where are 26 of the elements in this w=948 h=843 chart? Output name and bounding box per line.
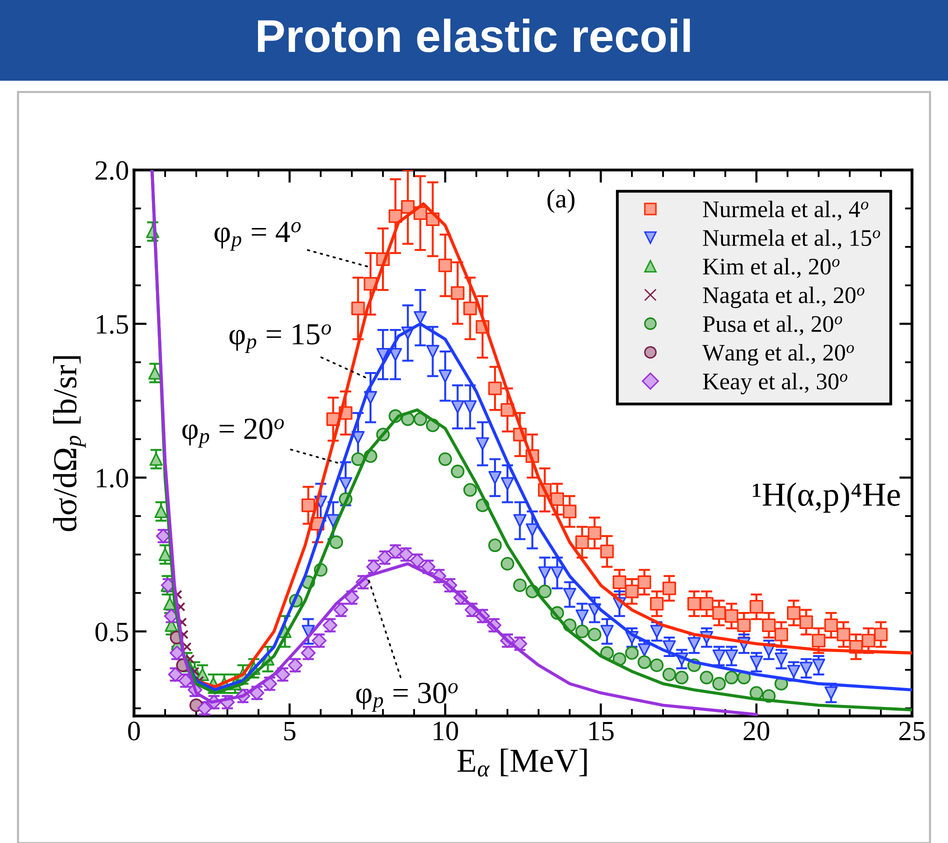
y-tick-label: 0.5 [95, 622, 128, 642]
legend-label: Wang et al., 20$^{o}$ [702, 344, 854, 366]
annotation: φ$_{p}$ = 20$^{o}$ [182, 418, 284, 448]
legend-label: Nurmela et al., 15$^{o}$ [703, 229, 880, 250]
legend-label: Keay et al., 30$^{o}$ [703, 372, 848, 394]
legend-label: Pusa et al., 20$^{o}$ [703, 315, 842, 336]
annotation: φ$_{p}$ = 15$^{o}$ [229, 324, 331, 354]
x-tick-label: 15 [589, 722, 614, 740]
chart-title: Proton elastic recoil [258, 18, 690, 52]
x-tick-label: 10 [434, 722, 458, 740]
legend-label: Nurmela et al., 4$^{o}$ [703, 200, 868, 221]
x-axis-title: E$_{α}$ [MeV] [457, 748, 587, 777]
legend-label: Kim et al., 20$^{o}$ [703, 258, 840, 278]
x-tick-label: 20 [744, 722, 770, 740]
x-tick-label: 0 [128, 722, 140, 740]
y-axis-title: dσ/dΩ$_{p}$ [b/sr] [53, 356, 86, 532]
x-tick-label: 25 [899, 722, 925, 740]
annotation: φ$_{p}$ = 30$^{o}$ [356, 682, 458, 712]
y-tick-label: 1.5 [96, 315, 128, 334]
y-tick-label: 2.0 [96, 161, 128, 180]
y-tick-label: 1.0 [96, 468, 128, 488]
annotation: ¹H(α,p)⁴He [752, 482, 900, 513]
legend-label: Nagata et al., 20$^{o}$ [703, 286, 864, 308]
annotation: φ$_{p}$ = 4$^{o}$ [214, 222, 301, 251]
annotation: (a) [548, 189, 574, 214]
x-tick-label: 5 [284, 722, 296, 740]
